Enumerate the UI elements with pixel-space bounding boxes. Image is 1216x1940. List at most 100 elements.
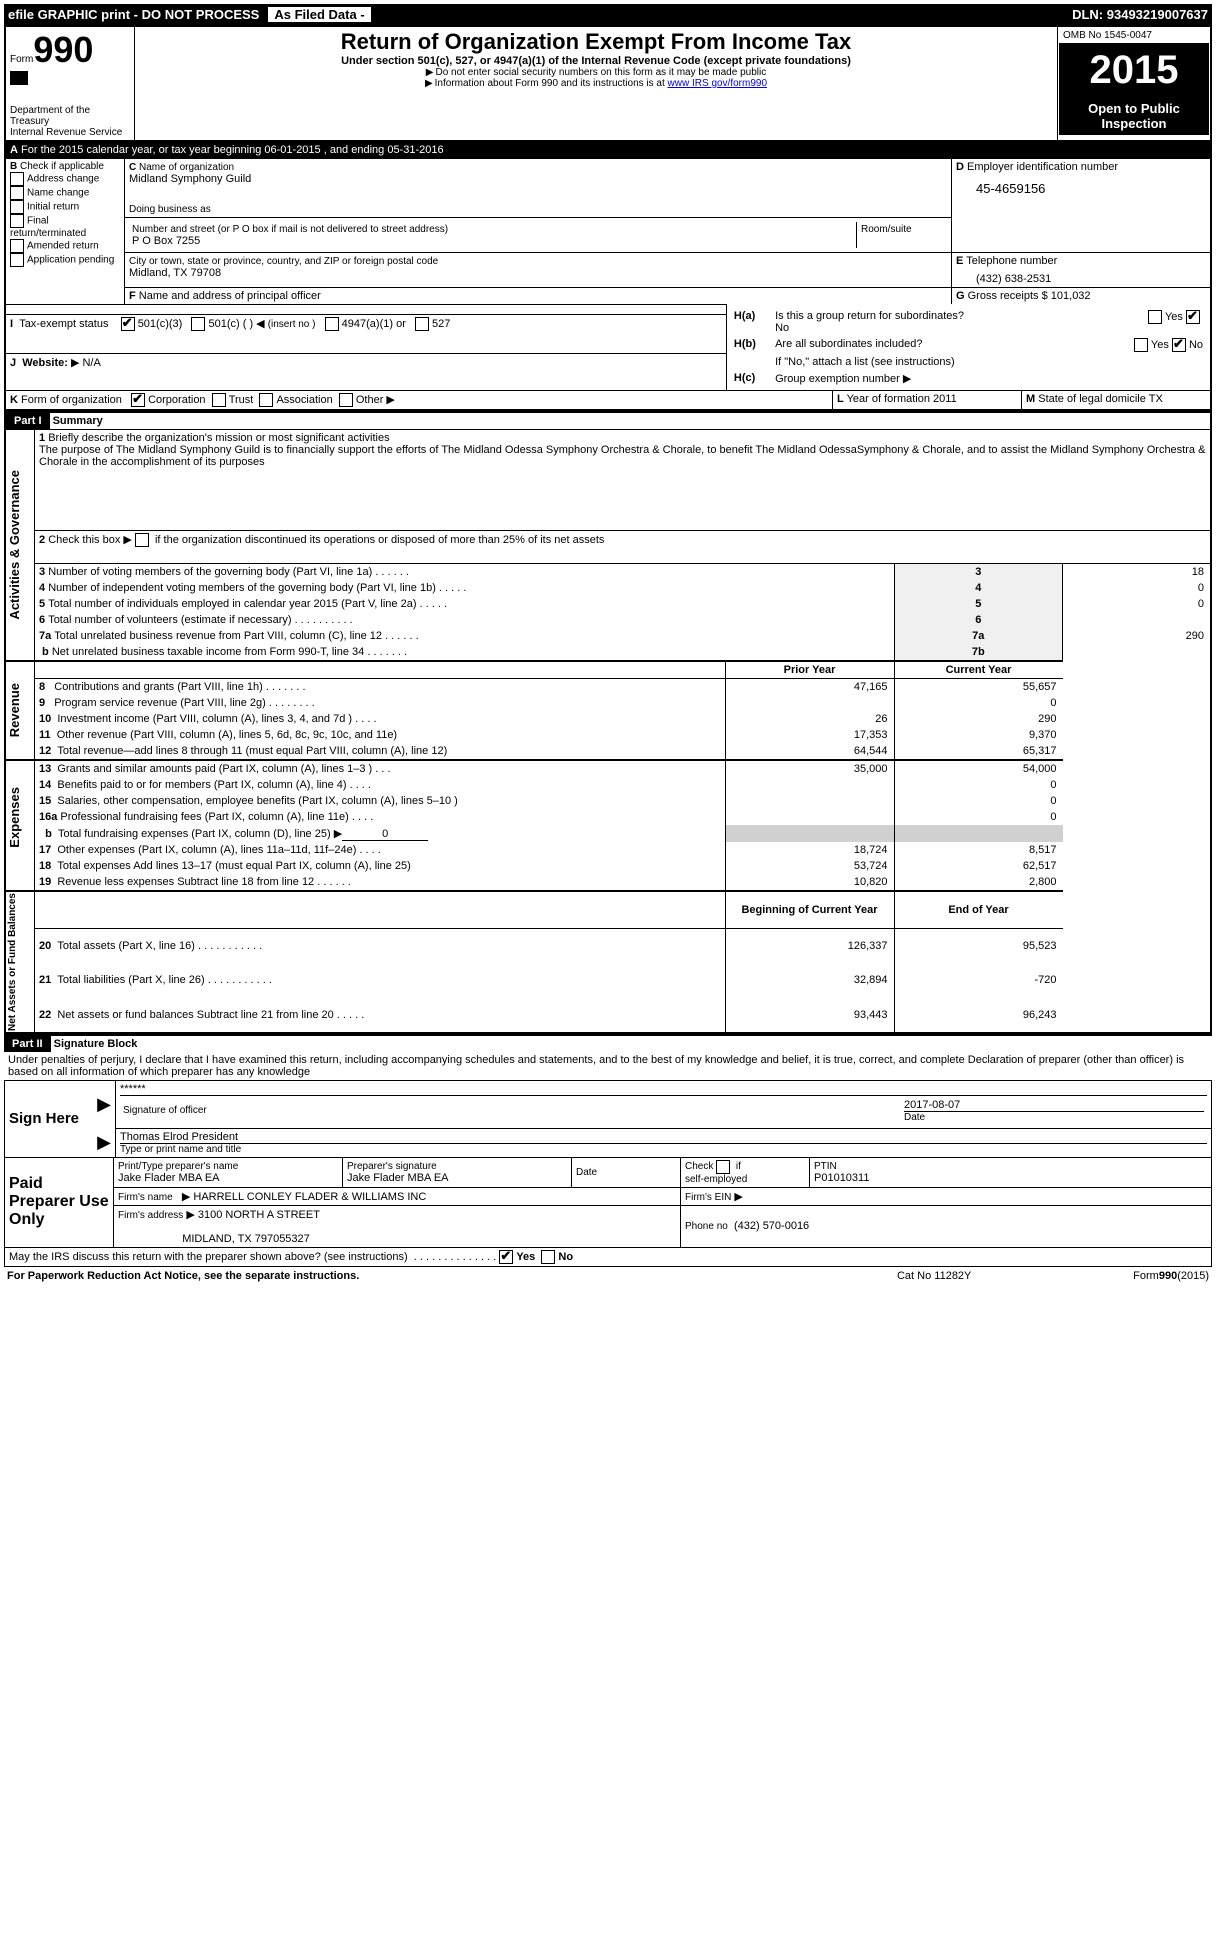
cb-501c[interactable] xyxy=(191,317,205,331)
hb-yes: Yes xyxy=(1151,338,1169,350)
sig-officer-label: Signature of officer xyxy=(122,1098,901,1124)
side-expenses: Expenses xyxy=(7,787,22,848)
cb-501c3[interactable] xyxy=(121,317,135,331)
l11p: 17,353 xyxy=(725,727,894,743)
formorg-label: Form of organization xyxy=(21,394,122,406)
part1-title: Summary xyxy=(53,415,103,427)
opt-trust: Trust xyxy=(229,394,254,406)
discuss-no: No xyxy=(558,1251,573,1263)
l20c: 95,523 xyxy=(894,928,1063,963)
firm-name: HARRELL CONLEY FLADER & WILLIAMS INC xyxy=(193,1191,426,1203)
cb-4947[interactable] xyxy=(325,317,339,331)
hb-no-checkbox[interactable] xyxy=(1172,338,1186,352)
year-formation-label: Year of formation xyxy=(847,393,930,405)
ha-no-checkbox[interactable] xyxy=(1186,310,1200,324)
penalty-text: Under penalties of perjury, I declare th… xyxy=(4,1052,1212,1080)
cat-no: Cat No 11282Y xyxy=(844,1269,1024,1283)
discuss-text: May the IRS discuss this return with the… xyxy=(9,1251,408,1263)
gross-value: 101,032 xyxy=(1051,290,1091,302)
l21p: 32,894 xyxy=(725,963,894,997)
l22p: 93,443 xyxy=(725,997,894,1031)
ha-yes-checkbox[interactable] xyxy=(1148,310,1162,324)
q2-text: Check this box ▶ if the organization dis… xyxy=(48,534,604,546)
ptin-value: P01010311 xyxy=(814,1172,869,1184)
checkbox-final[interactable] xyxy=(10,214,24,228)
section-i-label: I xyxy=(10,318,13,330)
current-year-header: Current Year xyxy=(894,661,1063,679)
l15p xyxy=(725,793,894,809)
ein-label: Employer identification number xyxy=(967,161,1118,173)
l9p xyxy=(725,695,894,711)
checkbox-pending[interactable] xyxy=(10,253,24,267)
domicile-label: State of legal domicile xyxy=(1038,393,1146,405)
phone2-value: (432) 570-0016 xyxy=(734,1220,809,1232)
q7a-text: Total unrelated business revenue from Pa… xyxy=(54,630,382,642)
street-value: P O Box 7255 xyxy=(132,235,200,247)
checkbox-name[interactable] xyxy=(10,186,24,200)
l17c: 8,517 xyxy=(894,842,1063,858)
v4: 0 xyxy=(1063,580,1211,596)
form-title: Return of Organization Exempt From Incom… xyxy=(139,29,1053,55)
phone-value: (432) 638-2531 xyxy=(956,267,1206,285)
officer-label: Name and address of principal officer xyxy=(139,290,321,302)
cb-discontinued[interactable] xyxy=(135,533,149,547)
l17: Other expenses (Part IX, column (A), lin… xyxy=(57,844,356,856)
irs-link[interactable]: www IRS gov/form990 xyxy=(668,78,767,89)
section-a-text: For the 2015 calendar year, or tax year … xyxy=(21,144,444,156)
firm-addr-label: Firm's address xyxy=(118,1210,183,1221)
end-header: End of Year xyxy=(894,891,1063,928)
website-value: N/A xyxy=(82,357,100,369)
checkbox-initial[interactable] xyxy=(10,200,24,214)
hb-note: If "No," attach a list (see instructions… xyxy=(774,355,1204,369)
q4-text: Number of independent voting members of … xyxy=(48,582,436,594)
hb-yes-checkbox[interactable] xyxy=(1134,338,1148,352)
footer-form: Form xyxy=(1133,1270,1159,1282)
cb-self[interactable] xyxy=(716,1160,730,1174)
opt-501c3: 501(c)(3) xyxy=(138,318,183,330)
as-filed-box: As Filed Data - xyxy=(267,6,371,23)
hb-text: Are all subordinates included? xyxy=(774,337,1086,353)
v3: 18 xyxy=(1063,563,1211,580)
checkbox-amended[interactable] xyxy=(10,239,24,253)
l14p xyxy=(725,777,894,793)
l12p: 64,544 xyxy=(725,743,894,760)
omb-number: OMB No 1545-0047 xyxy=(1059,28,1209,44)
efile-label: efile GRAPHIC print - DO NOT PROCESS xyxy=(8,7,259,22)
q7b-text: Net unrelated business taxable income fr… xyxy=(52,646,364,658)
form-number: 990 xyxy=(33,29,93,70)
prep-name: Jake Flader MBA EA xyxy=(118,1172,220,1184)
l13c: 54,000 xyxy=(894,760,1063,777)
cb-corp[interactable] xyxy=(131,393,145,407)
opt-527: 527 xyxy=(432,318,450,330)
org-name-label: Name of organization xyxy=(139,162,234,173)
cb-trust[interactable] xyxy=(212,393,226,407)
discuss-no-cb[interactable] xyxy=(541,1250,555,1264)
prior-year-header: Prior Year xyxy=(725,661,894,679)
sig-date: 2017-08-07 xyxy=(904,1099,960,1111)
ha-no: No xyxy=(775,322,789,334)
form-label: Form xyxy=(10,54,33,65)
v5: 0 xyxy=(1063,596,1211,612)
l10c: 290 xyxy=(894,711,1063,727)
section-f-label: F xyxy=(129,290,136,302)
section-k-label: K xyxy=(10,394,18,406)
l13: Grants and similar amounts paid (Part IX… xyxy=(57,763,372,775)
open-public: Open to Public Inspection xyxy=(1059,97,1209,135)
cb-other[interactable] xyxy=(339,393,353,407)
dba-label: Doing business as xyxy=(129,204,211,215)
discuss-yes-cb[interactable] xyxy=(499,1250,513,1264)
cb-527[interactable] xyxy=(415,317,429,331)
l9: Program service revenue (Part VIII, line… xyxy=(54,697,266,709)
footer-990: 990 xyxy=(1159,1270,1177,1282)
opt-amended: Amended return xyxy=(27,241,99,252)
ha-yes: Yes xyxy=(1165,310,1183,322)
l16ap xyxy=(725,809,894,825)
sig-stars: ****** xyxy=(120,1083,146,1095)
tax-exempt-label: Tax-exempt status xyxy=(19,318,108,330)
cb-assoc[interactable] xyxy=(259,393,273,407)
l18: Total expenses Add lines 13–17 (must equ… xyxy=(57,860,410,872)
insert-no: (insert no ) xyxy=(268,319,316,330)
checkbox-addr[interactable] xyxy=(10,172,24,186)
section-a-label: A xyxy=(10,144,18,156)
hb-label: H(b) xyxy=(734,338,756,350)
